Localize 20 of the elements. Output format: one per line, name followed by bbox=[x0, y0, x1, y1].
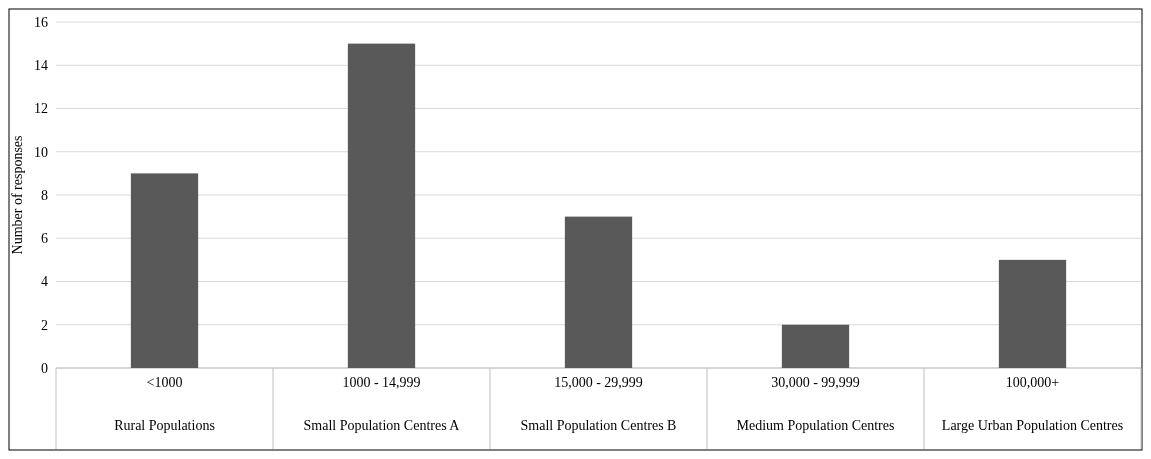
y-tick-label: 8 bbox=[41, 187, 48, 203]
y-tick-label: 14 bbox=[34, 58, 48, 74]
bar bbox=[781, 324, 850, 368]
category-label: 1000 - 14,999 Small Population Centres A bbox=[303, 375, 460, 433]
bar bbox=[998, 259, 1067, 368]
y-tick-label: 4 bbox=[41, 274, 48, 290]
y-tick-label: 0 bbox=[41, 360, 48, 376]
bar bbox=[130, 173, 199, 368]
y-tick-label: 6 bbox=[41, 231, 48, 247]
category-label: 100,000+ Large Urban Population Centres bbox=[941, 375, 1124, 433]
bar bbox=[564, 216, 633, 368]
y-tick-label: 10 bbox=[34, 144, 48, 160]
y-tick-label: 12 bbox=[34, 101, 48, 117]
y-axis-title: Number of responses bbox=[10, 135, 25, 255]
y-tick-label: 2 bbox=[41, 317, 48, 333]
y-tick-label: 16 bbox=[34, 14, 48, 30]
bar bbox=[347, 43, 416, 368]
category-label: <1000 Rural Populations bbox=[114, 375, 215, 433]
category-label: 30,000 - 99,999 Medium Population Centres bbox=[736, 375, 895, 433]
category-label: 15,000 - 29,999 Small Population Centres B bbox=[520, 375, 677, 433]
